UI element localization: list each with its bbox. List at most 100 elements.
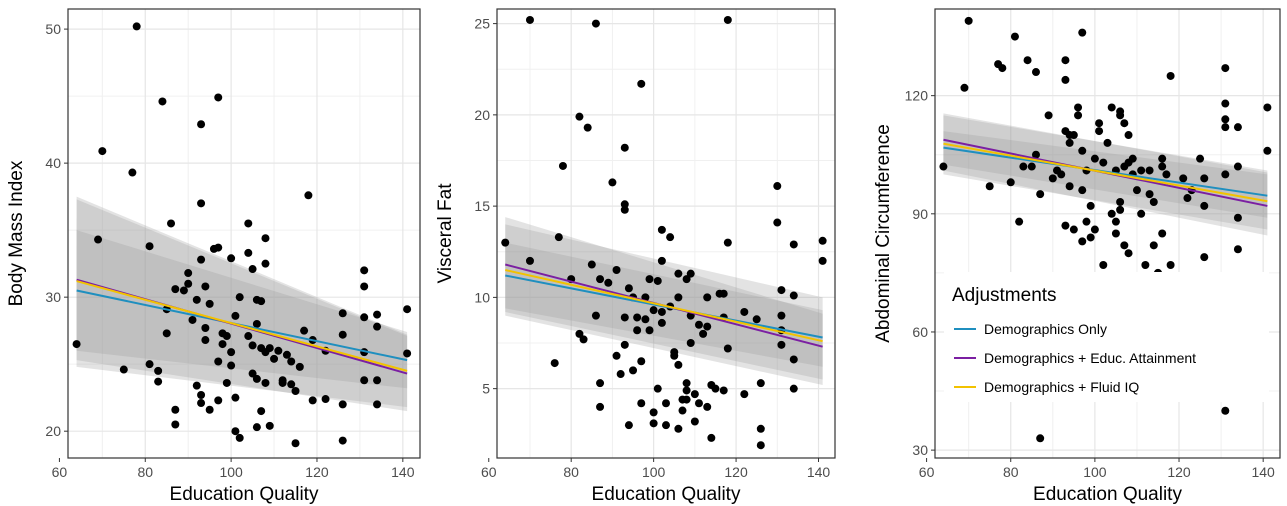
x-tick-label: 120 <box>1167 464 1191 480</box>
data-point <box>694 320 703 329</box>
data-point <box>939 162 948 171</box>
data-point <box>72 340 81 349</box>
y-tick-label: 120 <box>905 88 929 104</box>
data-point <box>338 400 347 409</box>
data-point <box>94 235 103 244</box>
legend-title: Adjustments <box>952 285 1057 306</box>
data-point <box>1124 249 1133 258</box>
data-point <box>649 408 658 417</box>
data-point <box>360 266 369 275</box>
data-point <box>624 284 633 293</box>
data-point <box>777 286 786 295</box>
data-point <box>682 379 691 388</box>
regression-line-3 <box>505 269 823 343</box>
data-point <box>231 427 240 436</box>
data-point <box>686 269 695 278</box>
data-point <box>612 351 621 360</box>
legend: Adjustments Demographics Only Demographics… <box>944 272 1269 402</box>
data-point <box>703 293 712 302</box>
data-point <box>756 424 765 433</box>
data-point <box>633 326 642 335</box>
y-axis-title: Visceral Fat <box>435 183 456 284</box>
data-point <box>703 322 712 331</box>
x-tick-label: 80 <box>1003 464 1019 480</box>
data-point <box>616 370 625 379</box>
data-point <box>666 233 675 242</box>
data-point <box>119 365 128 374</box>
data-point <box>608 178 617 187</box>
data-point <box>1065 182 1074 191</box>
panel-3: 60 80 100 120 140 30 60 90 120 Education Quality A… <box>873 8 1281 505</box>
data-point <box>604 278 613 287</box>
data-point <box>179 286 188 295</box>
data-point <box>525 15 534 24</box>
data-point <box>257 407 266 416</box>
data-point <box>686 339 695 348</box>
data-point <box>1200 253 1209 262</box>
data-point <box>1103 138 1112 147</box>
data-point <box>184 279 193 288</box>
data-point <box>201 323 210 332</box>
data-point <box>171 405 180 414</box>
data-point <box>1069 225 1078 234</box>
data-point <box>789 355 798 364</box>
confidence-band-2 <box>943 113 1268 236</box>
data-point <box>740 307 749 316</box>
x-axis-title: Education Quality <box>1033 484 1182 505</box>
data-point <box>624 421 633 430</box>
y-tick-label: 20 <box>474 107 490 123</box>
data-point <box>756 441 765 450</box>
data-point <box>633 313 642 322</box>
data-point <box>723 238 732 247</box>
data-point <box>629 366 638 375</box>
data-point <box>1233 245 1242 254</box>
data-point <box>985 182 994 191</box>
data-point <box>1200 201 1209 210</box>
x-tick-label: 100 <box>219 464 243 480</box>
data-point <box>167 219 176 228</box>
data-point <box>1141 261 1150 270</box>
data-point <box>682 386 691 395</box>
panel-border <box>67 8 421 459</box>
data-point <box>278 378 287 387</box>
data-point <box>214 93 223 102</box>
data-point <box>525 256 534 265</box>
data-point <box>145 242 154 251</box>
data-point <box>1128 154 1137 163</box>
data-point <box>674 293 683 302</box>
data-point <box>645 326 654 335</box>
data-point <box>1107 209 1116 218</box>
data-point <box>261 378 270 387</box>
data-point <box>998 64 1007 73</box>
data-point <box>244 219 253 228</box>
data-point <box>1065 138 1074 147</box>
data-point <box>711 384 720 393</box>
x-axis-title: Education Quality <box>170 484 319 505</box>
data-point <box>591 19 600 28</box>
data-point <box>227 348 236 357</box>
data-point <box>231 393 240 402</box>
data-point <box>703 402 712 411</box>
data-point <box>308 396 317 405</box>
x-tick-label: 80 <box>563 464 579 480</box>
data-point <box>360 313 369 322</box>
data-point <box>201 282 210 291</box>
data-point <box>197 255 206 264</box>
data-point <box>252 423 261 432</box>
data-point <box>274 346 283 355</box>
data-point <box>1132 186 1141 195</box>
data-point <box>244 248 253 257</box>
x-tick-label: 140 <box>807 464 831 480</box>
data-point <box>235 293 244 302</box>
data-point <box>612 266 621 275</box>
data-point <box>1120 241 1129 250</box>
data-point <box>171 420 180 429</box>
data-point <box>1082 217 1091 226</box>
data-point <box>653 276 662 285</box>
data-point <box>295 362 304 371</box>
data-point <box>373 310 382 319</box>
y-tick-label: 30 <box>45 289 61 305</box>
data-point <box>197 120 206 129</box>
data-point <box>620 205 629 214</box>
